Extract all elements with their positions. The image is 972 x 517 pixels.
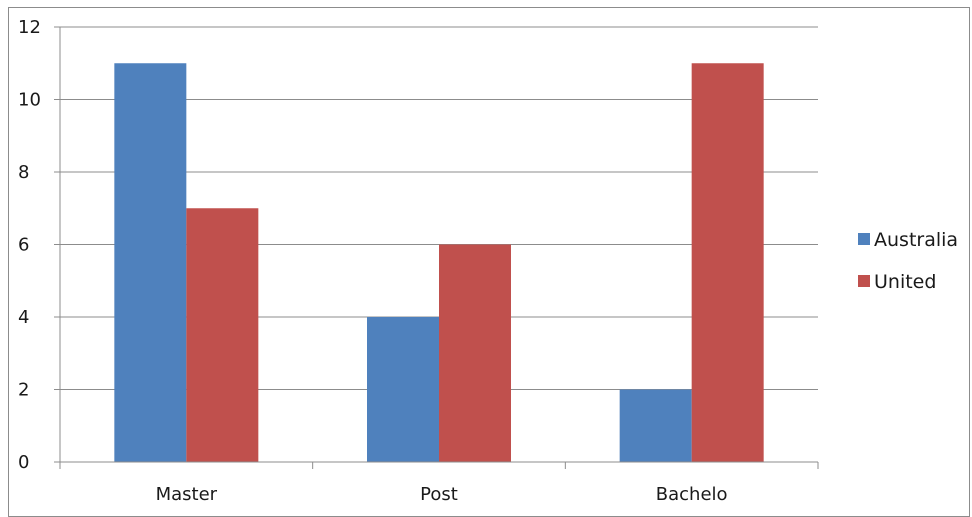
y-tick-label-8: 8	[18, 162, 29, 183]
axes	[54, 26, 819, 469]
y-tick-label-2: 2	[18, 380, 29, 401]
bar-united-bachelo	[691, 63, 764, 462]
legend-swatch-united	[858, 275, 870, 287]
y-tick-label-10: 10	[18, 90, 41, 111]
y-tick-label-0: 0	[18, 452, 29, 473]
y-tick-label-4: 4	[18, 307, 29, 328]
legend: Australia United	[858, 229, 958, 293]
bar-australia-bachelo	[619, 389, 692, 462]
x-tick-label-post: Post	[420, 484, 458, 505]
y-tick-label-12: 12	[18, 17, 41, 38]
bar-australia-master	[114, 63, 187, 462]
x-tick-labels: Master Post Bachelo	[156, 484, 728, 505]
legend-label-australia: Australia	[874, 229, 958, 251]
bar-chart: 0 2 4 6 8 10 12 Master Post Bachelo Australia Uni…	[18, 17, 958, 505]
bar-australia-post	[367, 317, 439, 462]
y-tick-labels: 0 2 4 6 8 10 12	[18, 17, 41, 473]
x-tick-label-bachelo: Bachelo	[656, 484, 728, 505]
y-tick-label-6: 6	[18, 235, 29, 256]
bars	[114, 63, 764, 462]
bar-united-master	[186, 208, 259, 462]
legend-swatch-australia	[858, 233, 870, 245]
legend-label-united: United	[874, 271, 936, 293]
x-tick-label-master: Master	[156, 484, 218, 505]
bar-united-post	[439, 244, 511, 462]
